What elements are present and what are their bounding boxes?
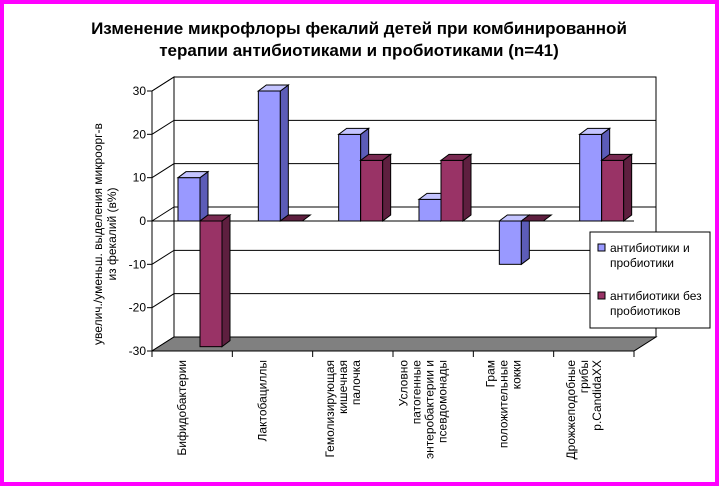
- gridline: [151, 206, 656, 222]
- bar-top: [337, 127, 371, 135]
- bar-side: [623, 153, 633, 222]
- y-axis-title: увелич./уменьш. выделения микроорг-в из ф…: [91, 123, 119, 345]
- category-label-line: псевдомонады: [436, 360, 450, 443]
- category-label: Бифидобактерии: [175, 360, 189, 456]
- category-label-line: Бифидобактерии: [175, 360, 189, 456]
- y-axis-title-line: увелич./уменьш. выделения микроорг-в: [91, 123, 105, 345]
- bar-chart: Изменение микрофлоры фекалий детей при к…: [91, 19, 711, 460]
- legend-swatch: [597, 243, 606, 252]
- bar-with-probiotics: [256, 84, 290, 222]
- y-tick-label: 0: [139, 214, 146, 228]
- bar-front: [338, 133, 362, 222]
- bar-side: [462, 153, 472, 222]
- category-label: Дрожжеподобные грибы p.CandidaXX: [564, 360, 604, 460]
- bar-top: [198, 214, 232, 222]
- bar-front: [601, 159, 625, 222]
- bar-top: [176, 171, 210, 179]
- category-label: Грам положительные кокки: [484, 360, 524, 448]
- bar-with-probiotics: [497, 214, 531, 266]
- y-tick-label: 10: [133, 171, 147, 185]
- category-label-line: Условно: [397, 360, 411, 407]
- legend-label: антибиотики без: [610, 289, 702, 303]
- chart-title-line: терапии антибиотиками и пробиотиками (n=…: [159, 41, 559, 60]
- category-label-line: Гемолизирующая: [323, 360, 337, 458]
- bar-without-probiotics: [439, 153, 473, 222]
- category-label-line: палочка: [349, 360, 363, 405]
- chart-title: Изменение микрофлоры фекалий детей при к…: [91, 19, 627, 60]
- category-label-line: p.CandidaXX: [590, 360, 604, 431]
- gridline: [151, 293, 656, 309]
- bar-top: [359, 153, 393, 161]
- category-label: Условно патогенные энтеробактерии и псевдом…: [397, 360, 450, 459]
- bar-top: [278, 214, 312, 222]
- bar-side: [199, 170, 209, 222]
- bar-top: [600, 153, 634, 161]
- y-tick-label: 30: [133, 84, 147, 98]
- category-label: Лактобациллы: [256, 360, 270, 441]
- bar-side: [221, 214, 231, 348]
- bar-without-probiotics: [198, 214, 232, 348]
- category-labels: Бифидобактерии Лактобациллы Гемолизирующая…: [175, 360, 604, 460]
- category-label: Гемолизирующая кишечная палочка: [323, 360, 363, 458]
- gridline: [151, 119, 656, 135]
- y-tick-label: -10: [129, 257, 147, 271]
- bar-with-probiotics: [176, 170, 210, 222]
- category-label-line: кокки: [510, 360, 524, 389]
- legend-label: пробиотиков: [610, 304, 680, 318]
- gridline: [151, 163, 656, 179]
- bar-front: [177, 177, 201, 222]
- bar-without-probiotics: [600, 153, 634, 222]
- category-label-line: патогенные: [410, 360, 424, 425]
- gridline: [151, 249, 656, 265]
- y-axis-title-group: увелич./уменьш. выделения микроорг-в из ф…: [91, 123, 119, 345]
- bar-side: [520, 214, 530, 266]
- y-tick-label: -20: [129, 301, 147, 315]
- bar-top: [519, 214, 553, 222]
- bar-front: [418, 198, 442, 222]
- category-label-line: Лактобациллы: [256, 360, 270, 441]
- bar-front: [199, 220, 223, 348]
- category-label-line: энтеробактерии и: [423, 360, 437, 459]
- y-tick-label: 20: [133, 127, 147, 141]
- bar-side: [279, 84, 289, 222]
- legend-box: [589, 231, 711, 329]
- y-tick-label: -30: [129, 344, 147, 358]
- bar-top: [439, 153, 473, 161]
- category-label-line: грибы: [577, 360, 591, 393]
- bar-front: [360, 159, 384, 222]
- bar-front: [257, 90, 281, 222]
- category-label-line: кишечная: [336, 360, 350, 414]
- bar-without-probiotics: [278, 214, 312, 222]
- bar-front: [440, 159, 464, 222]
- category-label-line: положительные: [497, 360, 511, 448]
- legend-swatch: [597, 291, 606, 300]
- bars: [176, 84, 634, 348]
- y-tick-labels: 30 20 10 0 -10 -20 -30: [129, 84, 152, 358]
- chart-title-line: Изменение микрофлоры фекалий детей при к…: [91, 19, 627, 38]
- category-label-line: Дрожжеподобные: [564, 360, 578, 460]
- bar-without-probiotics: [519, 214, 553, 222]
- y-axis-title-line: из фекалий (в%): [105, 187, 119, 280]
- bar-top: [256, 84, 290, 92]
- bar-top: [578, 127, 612, 135]
- bar-side: [382, 153, 392, 222]
- legend-label: пробиотики: [610, 256, 674, 270]
- bar-front: [498, 220, 522, 265]
- legend-label: антибиотики и: [610, 241, 690, 255]
- bar-without-probiotics: [359, 153, 393, 222]
- gridline: [151, 76, 656, 92]
- bar-front: [579, 133, 603, 222]
- category-label-line: Грам: [484, 360, 498, 387]
